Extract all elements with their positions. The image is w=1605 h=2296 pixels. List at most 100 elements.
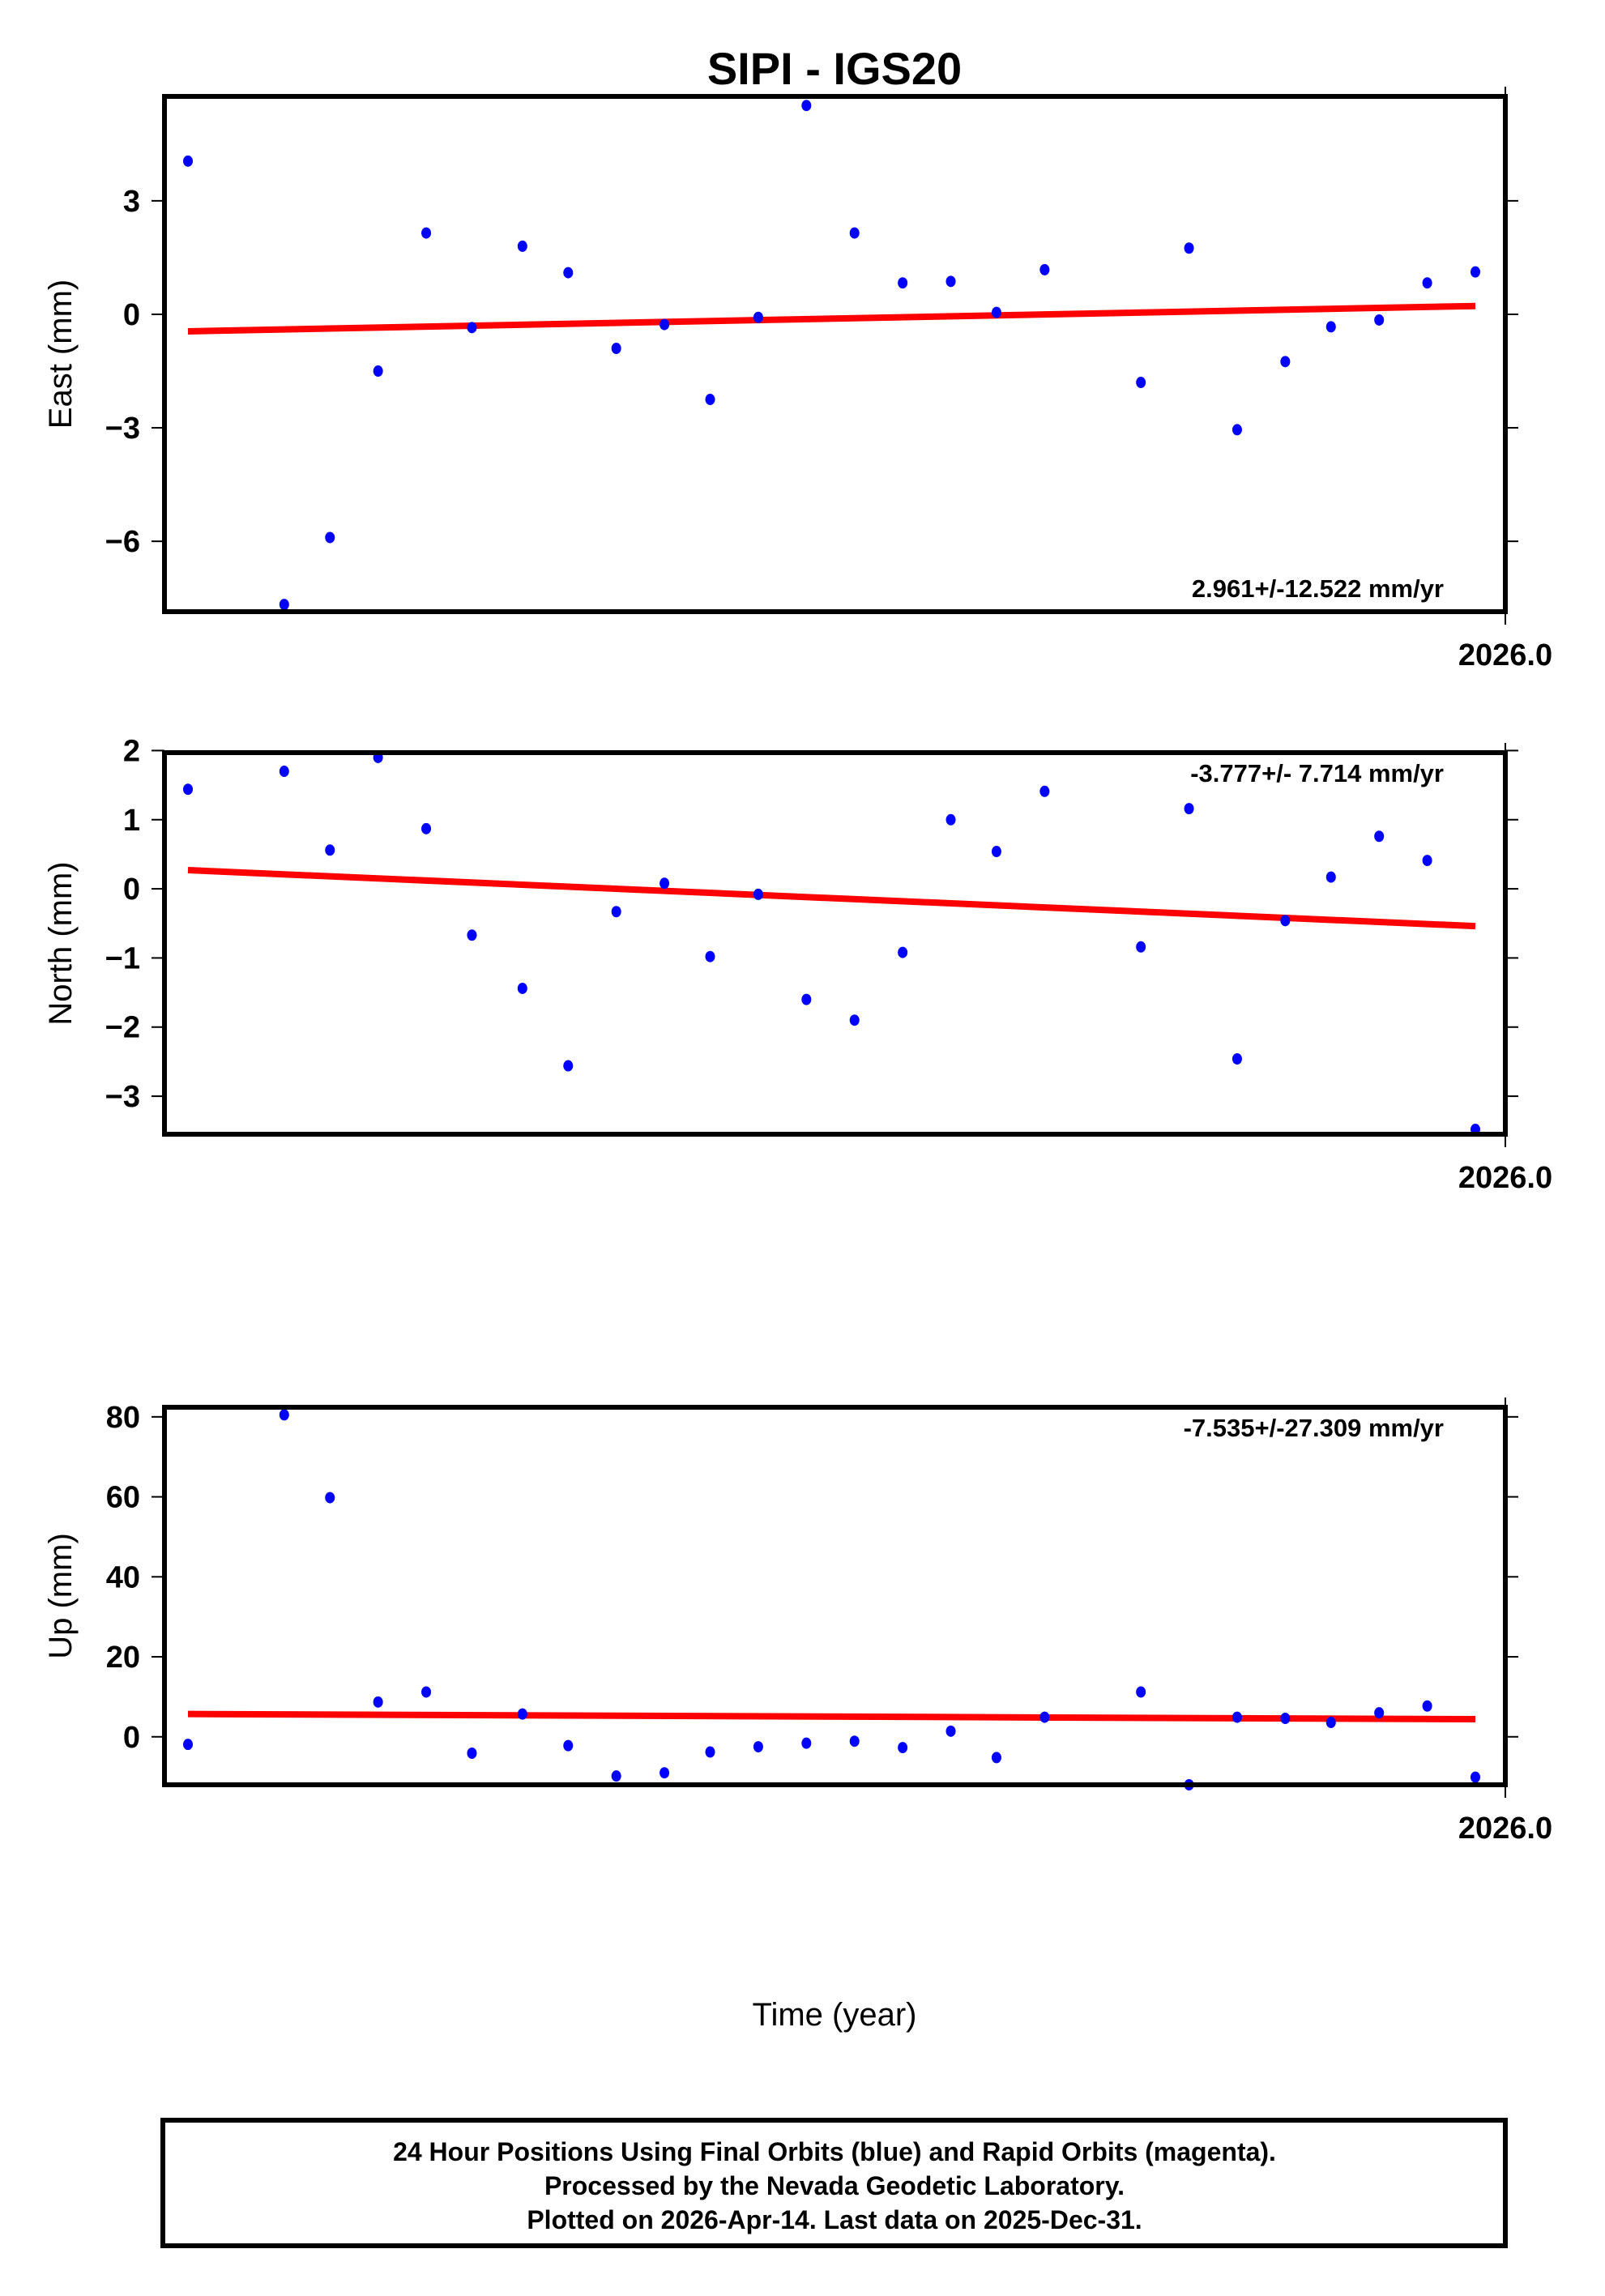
data-point <box>945 1725 956 1737</box>
data-point <box>991 1752 1001 1764</box>
data-point <box>517 240 527 252</box>
velocity-annotation: -7.535+/-27.309 mm/yr <box>1184 1414 1444 1442</box>
x-tick-label: 2026.0 <box>1458 1161 1552 1195</box>
data-point <box>183 155 193 167</box>
data-point <box>1374 1707 1385 1719</box>
data-point <box>373 365 383 378</box>
data-point <box>1136 1686 1146 1698</box>
data-point <box>1422 855 1432 867</box>
data-point <box>373 1696 383 1708</box>
data-point <box>991 306 1001 318</box>
data-point <box>1280 1713 1291 1725</box>
data-point <box>1280 915 1291 927</box>
data-point <box>563 1739 574 1752</box>
data-point <box>849 227 860 239</box>
data-point <box>563 267 574 279</box>
data-point <box>1231 424 1242 436</box>
data-point <box>660 1767 670 1779</box>
y-tick-label: −1 <box>105 941 140 975</box>
data-point <box>705 394 715 406</box>
data-point <box>517 982 527 994</box>
footer-box: 24 Hour Positions Using Final Orbits (bl… <box>160 2118 1508 2248</box>
data-point <box>660 877 670 890</box>
data-point <box>660 318 670 331</box>
data-point <box>611 342 621 354</box>
y-tick-label: −2 <box>105 1011 140 1045</box>
data-point <box>753 1741 763 1753</box>
y-tick-label: −3 <box>105 412 140 446</box>
footer-line-1: 24 Hour Positions Using Final Orbits (bl… <box>393 2137 1276 2166</box>
data-point <box>898 946 908 958</box>
data-point <box>1325 321 1336 333</box>
y-axis-label: North (mm) <box>43 861 79 1025</box>
y-tick-label: 0 <box>123 1721 140 1755</box>
velocity-annotation: 2.961+/-12.522 mm/yr <box>1192 574 1444 603</box>
x-tick-label: 2026.0 <box>1458 638 1552 672</box>
plot-frame <box>162 94 1508 614</box>
x-axis-label: Time (year) <box>753 1997 917 2033</box>
y-tick-label: 60 <box>106 1481 140 1515</box>
data-point <box>898 1742 908 1754</box>
y-tick-label: 1 <box>123 804 140 838</box>
x-tick-label: 2026.0 <box>1458 1812 1552 1846</box>
y-axis-label: Up (mm) <box>43 1533 79 1659</box>
chart-title: SIPI - IGS20 <box>707 43 962 94</box>
data-point <box>1471 266 1480 278</box>
data-point <box>1422 1700 1432 1712</box>
y-tick-label: 20 <box>106 1641 140 1675</box>
data-point <box>467 1748 477 1760</box>
y-axis-label: East (mm) <box>43 280 79 429</box>
data-point <box>325 844 335 856</box>
data-point <box>1325 871 1336 883</box>
data-point <box>849 1014 860 1026</box>
data-point <box>753 311 763 323</box>
data-point <box>898 277 908 289</box>
y-tick-label: 80 <box>106 1401 140 1435</box>
data-point <box>945 275 956 288</box>
y-tick-label: 0 <box>123 298 140 332</box>
east-panel: 3 0 −3 −6 East (mm) 2026.0 2.961+/-12.522 mm/y… <box>43 87 1552 672</box>
data-point <box>183 783 193 796</box>
y-tick-label: 0 <box>123 873 140 907</box>
y-tick-label: 40 <box>106 1560 140 1594</box>
data-point <box>467 929 477 941</box>
y-tick-label: 3 <box>123 185 140 219</box>
up-panel: 80 60 40 20 0 Up (mm) 2026.0 -7.535+/-27.309 mm… <box>43 1398 1552 1846</box>
data-point <box>1374 830 1385 843</box>
data-point <box>991 846 1001 858</box>
trend-line <box>187 867 1476 930</box>
data-point <box>1422 277 1432 289</box>
plot-frame <box>162 1405 1508 1787</box>
data-point <box>801 1737 812 1749</box>
y-tick-label: −3 <box>105 1080 140 1114</box>
data-point <box>1184 242 1194 254</box>
data-point <box>801 100 812 112</box>
data-point <box>325 531 335 544</box>
data-point <box>705 950 715 962</box>
data-point <box>1184 803 1194 815</box>
data-point <box>1231 1052 1242 1065</box>
data-point <box>563 1060 574 1072</box>
data-point <box>467 322 477 334</box>
data-point <box>849 1735 860 1748</box>
data-point <box>517 1708 527 1720</box>
velocity-annotation: -3.777+/- 7.714 mm/yr <box>1190 759 1444 787</box>
y-tick-label: −6 <box>105 525 140 559</box>
plot-frame <box>162 750 1508 1137</box>
data-point <box>945 813 956 826</box>
footer-line-3: Plotted on 2026-Apr-14. Last data on 202… <box>527 2205 1142 2234</box>
y-tick-label: 2 <box>123 734 140 768</box>
data-point <box>611 1770 621 1782</box>
data-point <box>279 766 289 778</box>
north-panel: 2 1 0 −1 −2 −3 North (mm) 2026.0 -3.777+/- 7.714… <box>43 734 1552 1195</box>
data-point <box>325 1492 335 1504</box>
data-point <box>1325 1716 1336 1728</box>
data-point <box>753 888 763 900</box>
data-point <box>1374 314 1385 326</box>
trend-line <box>187 302 1476 335</box>
data-point <box>1039 785 1050 797</box>
data-point <box>421 227 432 239</box>
data-point <box>705 1746 715 1758</box>
data-point <box>421 822 432 834</box>
